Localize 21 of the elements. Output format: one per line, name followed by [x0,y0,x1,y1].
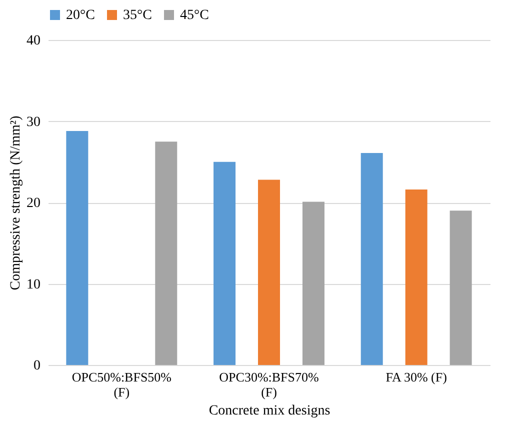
legend-label: 20°C [66,8,95,23]
y-tick-label: 0 [34,358,40,374]
bar [258,180,280,365]
x-axis-title: Concrete mix designs [208,404,330,418]
bar [155,142,178,365]
x-tick-label: FA 30% (F) [386,370,447,384]
bar [360,152,383,365]
bar [450,210,472,365]
bar [66,131,88,365]
x-tick-label: OPC50%:BFS50% (F) [72,370,172,400]
y-tick-label: 40 [26,34,40,48]
legend-label: 35°C [123,8,152,23]
y-axis-title: Compressive strength (N/mm²) [8,115,24,290]
legend-label: 45°C [180,8,209,23]
bar [302,202,324,365]
bar [214,162,236,365]
y-tick-label: 10 [26,277,40,292]
y-tick-label: 20 [26,196,40,211]
bar [405,190,428,365]
x-tick-label: OPC30%:BFS70% (F) [219,370,320,400]
y-tick-label: 30 [26,114,40,130]
